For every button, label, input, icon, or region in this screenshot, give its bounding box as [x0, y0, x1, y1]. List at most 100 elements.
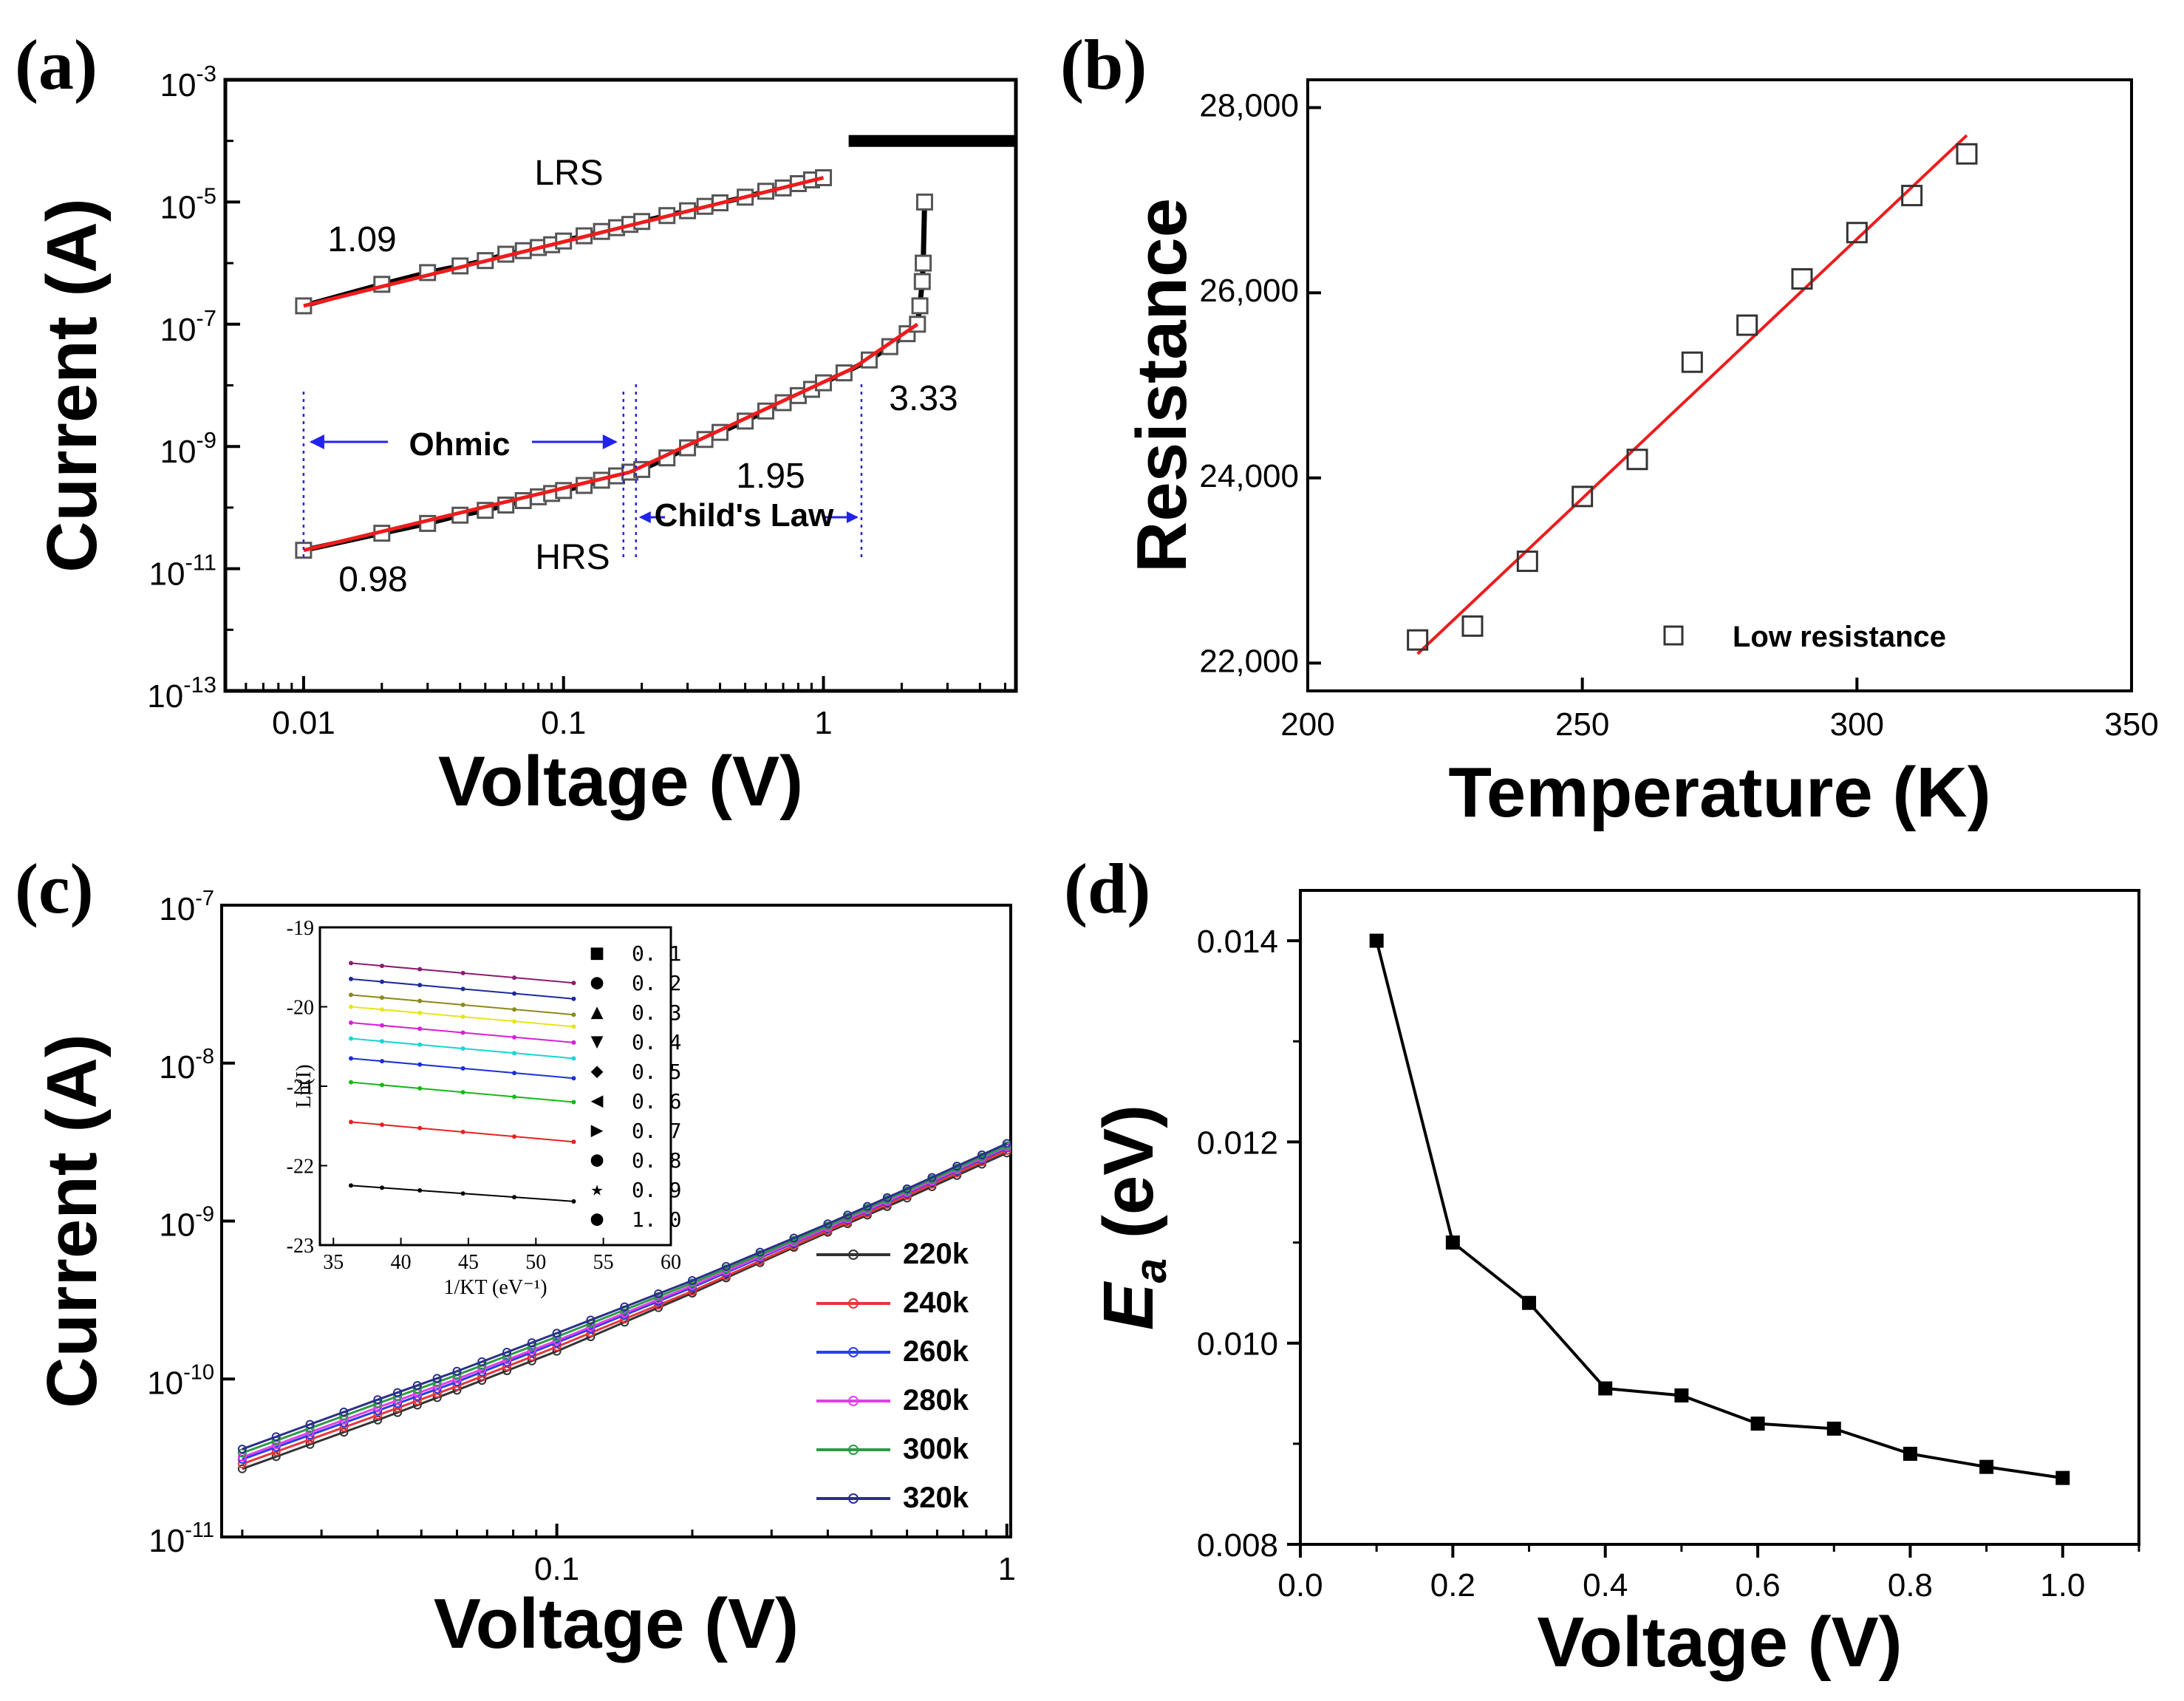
- fit-line-1.09: [303, 176, 825, 308]
- point-320k: [654, 1289, 663, 1298]
- inset-point-5: [460, 1030, 465, 1035]
- data-point: [1674, 1388, 1689, 1402]
- inset-point-0: [380, 1185, 385, 1190]
- inset-y-tick-label: -23: [287, 1235, 314, 1258]
- inset-point-7: [349, 992, 354, 998]
- inset-point-2: [571, 1100, 576, 1105]
- data-point: [1903, 1446, 1917, 1461]
- inset-point-2: [349, 1080, 354, 1085]
- y-tick-label: 26,000: [1199, 273, 1299, 309]
- inset-legend-marker-7: ●: [591, 1147, 604, 1171]
- inset-point-0: [417, 1188, 423, 1193]
- inset-legend-label-9: 1. 0: [632, 1207, 681, 1232]
- point-320k: [477, 1357, 487, 1366]
- x-tick-label: 0.2: [1430, 1567, 1475, 1603]
- x-axis-title: Voltage (V): [438, 742, 803, 821]
- point-320k: [373, 1395, 383, 1405]
- data-point: [1901, 185, 1923, 207]
- data-point: [1522, 1295, 1537, 1310]
- inset-point-6: [512, 1019, 517, 1024]
- inset-x-tick-label: 50: [525, 1251, 546, 1274]
- x-tick-label: 0.8: [1888, 1567, 1933, 1603]
- y-tick-label: 10-9: [159, 1203, 214, 1244]
- panel-label: (b): [1060, 25, 1147, 104]
- inset-point-0: [512, 1195, 517, 1200]
- data-point: [1750, 1417, 1765, 1431]
- inset-point-8: [417, 983, 423, 988]
- inset-frame: [318, 926, 672, 1247]
- inset-point-5: [417, 1026, 423, 1032]
- y-tick-label: 10-10: [147, 1360, 214, 1401]
- point-320k: [862, 1201, 872, 1211]
- data-point: [1516, 550, 1538, 573]
- inset-point-2: [380, 1083, 385, 1088]
- data-point: [2055, 1470, 2070, 1485]
- y-tick-label: 10-7: [159, 887, 214, 927]
- x-tick-label: 200: [1280, 706, 1334, 743]
- inset-point-3: [349, 1056, 354, 1061]
- x-tick-label: 0.4: [1583, 1567, 1628, 1603]
- point-320k: [1002, 1139, 1011, 1148]
- inset-y-tick-label: -22: [287, 1156, 314, 1179]
- y-tick-label: 10-13: [147, 672, 216, 715]
- inset-point-5: [512, 1034, 517, 1040]
- slope-ohmic: 0.98: [338, 560, 407, 599]
- series-320k: [242, 1142, 1008, 1451]
- legend-marker-300k: [848, 1445, 859, 1455]
- inset-x-tick-label: 40: [391, 1251, 412, 1274]
- inset-legend-marker-4: ◆: [591, 1058, 604, 1083]
- slope-child: 1.95: [736, 457, 805, 496]
- data-point: [1979, 1459, 1994, 1474]
- x-axis-title: Voltage (V): [434, 1584, 799, 1663]
- point-320k: [502, 1347, 512, 1357]
- inset-point-6: [571, 1024, 576, 1029]
- inset-point-9: [512, 975, 517, 981]
- inset-point-5: [571, 1040, 576, 1045]
- legend-marker-240k: [848, 1298, 859, 1309]
- point-320k: [952, 1162, 962, 1171]
- y-tick-label: 10-9: [160, 427, 216, 470]
- data-point: [1461, 615, 1484, 637]
- ohmic-arrowhead-left: [309, 434, 324, 449]
- inset-legend-label-5: 0. 6: [632, 1089, 681, 1114]
- plot-frame: [1306, 78, 2133, 692]
- y-tick-label: 22,000: [1199, 643, 1299, 679]
- inset-point-1: [349, 1119, 354, 1125]
- x-tick-label: 0.1: [541, 705, 586, 741]
- point-320k: [927, 1173, 937, 1182]
- point-220k: [271, 1452, 281, 1462]
- hrs-trace: [303, 202, 927, 553]
- inset-legend-marker-8: ★: [591, 1176, 604, 1201]
- y-tick-label: 10-11: [149, 550, 216, 593]
- point-320k: [432, 1374, 442, 1383]
- point-320k: [620, 1302, 629, 1312]
- point-320k: [339, 1407, 349, 1417]
- inset-point-9: [380, 964, 385, 969]
- inset-point-4: [512, 1051, 517, 1056]
- inset-legend-label-0: 0. 1: [632, 941, 681, 966]
- point-320k: [977, 1150, 986, 1159]
- inset-point-3: [380, 1059, 385, 1064]
- inset-y-tick-label: -21: [287, 1076, 314, 1099]
- legend-label-220k: 220k: [903, 1238, 969, 1270]
- legend-label-260k: 260k: [903, 1335, 969, 1368]
- x-tick-label: 1.0: [2040, 1567, 2085, 1603]
- inset-point-7: [417, 998, 423, 1003]
- point-320k: [687, 1276, 697, 1286]
- inset-point-8: [460, 986, 465, 992]
- legend-marker-280k: [848, 1396, 859, 1406]
- x-tick-label: 1: [998, 1551, 1016, 1587]
- legend-marker: [1663, 625, 1684, 646]
- inset-legend-marker-3: ▼: [591, 1029, 604, 1053]
- inset-point-6: [417, 1010, 423, 1015]
- y-tick-label: 10-11: [149, 1518, 214, 1559]
- y-axis-title: Current (A): [33, 198, 112, 573]
- ohmic-arrowhead-right: [602, 434, 618, 449]
- inset-legend-label-7: 0. 8: [632, 1148, 681, 1173]
- inset-x-tick-label: 45: [458, 1251, 479, 1274]
- data-point: [1736, 314, 1758, 336]
- y-tick-label: 10-8: [159, 1045, 214, 1085]
- point-320k: [237, 1445, 247, 1454]
- point-320k: [412, 1380, 422, 1390]
- inset-point-1: [380, 1122, 385, 1128]
